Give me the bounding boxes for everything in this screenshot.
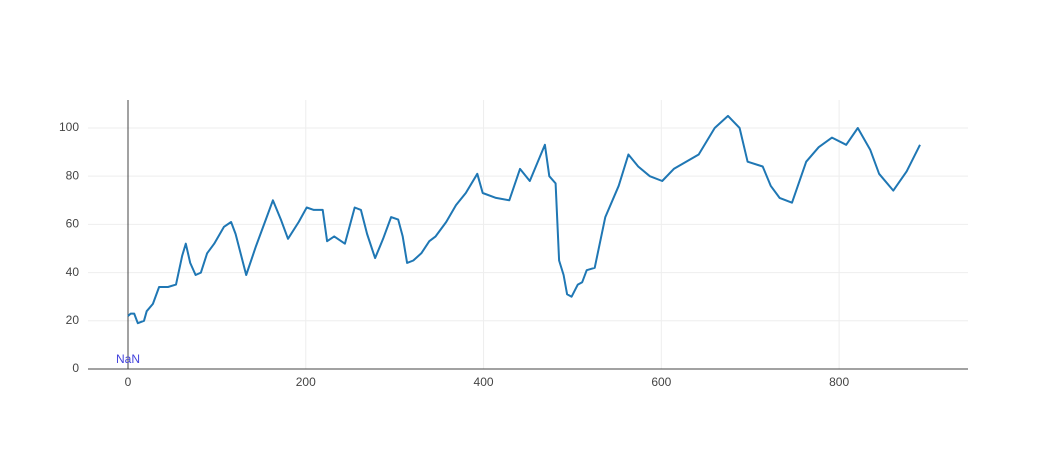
y-tick-label: 20 — [66, 313, 80, 327]
x-tick-label: 600 — [651, 375, 671, 389]
y-tick-label: 40 — [66, 265, 80, 279]
data-line — [127, 114, 921, 325]
annotation: NaN — [116, 352, 140, 366]
x-tick-label: 800 — [829, 375, 849, 389]
x-tick-label: 200 — [296, 375, 316, 389]
y-tick-label: 80 — [66, 168, 80, 182]
x-tick-label: 400 — [474, 375, 494, 389]
y-tick-label: 60 — [66, 217, 80, 231]
y-tick-label: 0 — [72, 361, 79, 375]
x-tick-label: 0 — [125, 375, 132, 389]
y-tick-label: 100 — [59, 120, 79, 134]
